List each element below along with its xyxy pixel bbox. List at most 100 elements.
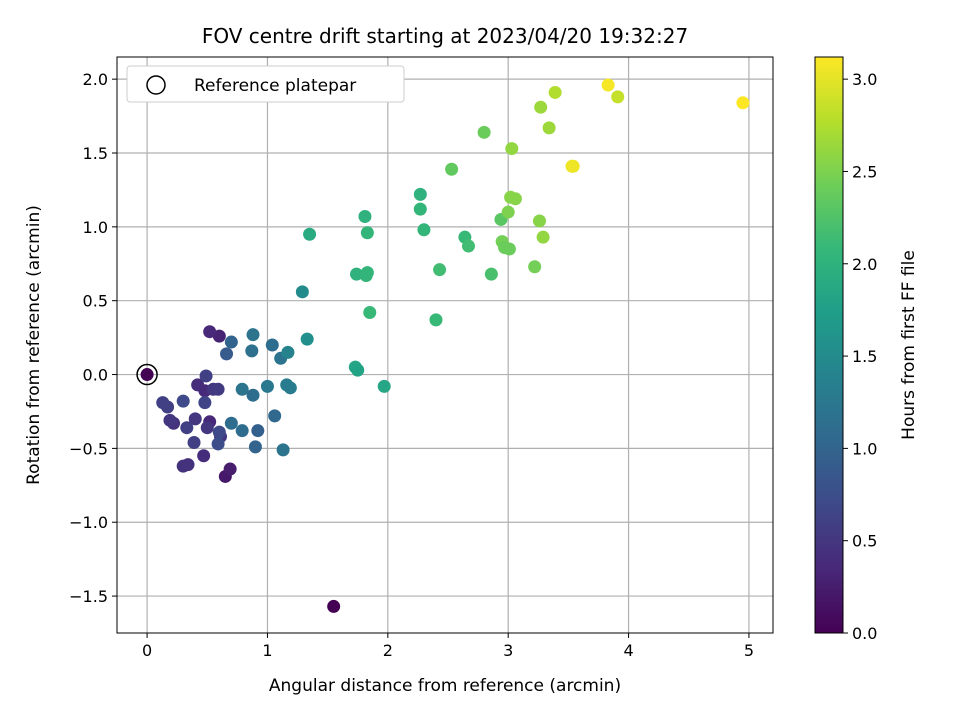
data-point	[433, 263, 447, 277]
data-point	[220, 347, 234, 361]
data-point	[534, 100, 548, 114]
data-point	[542, 121, 556, 135]
data-point	[212, 425, 226, 439]
data-point	[198, 396, 212, 410]
data-point	[528, 260, 542, 274]
colorbar-tick-label: 1.0	[852, 439, 877, 458]
colorbar-tick-label: 2.5	[852, 162, 877, 181]
data-point	[176, 394, 190, 408]
data-point	[532, 214, 546, 228]
data-point	[260, 379, 274, 393]
data-point	[245, 344, 259, 358]
data-point	[203, 325, 217, 339]
data-point	[211, 382, 225, 396]
y-tick-label: 1.0	[83, 218, 108, 237]
data-point	[505, 142, 519, 156]
data-point	[283, 381, 297, 395]
data-point	[413, 187, 427, 201]
data-point	[187, 435, 201, 449]
data-point	[417, 223, 431, 237]
x-tick-label: 5	[744, 641, 754, 660]
data-point	[508, 192, 522, 206]
data-point	[501, 205, 515, 219]
legend-label: Reference platepar	[194, 76, 356, 96]
data-point	[295, 285, 309, 299]
data-point	[736, 96, 750, 110]
y-tick-label: 0.0	[83, 366, 108, 385]
x-tick-label: 3	[503, 641, 513, 660]
data-point	[251, 424, 265, 438]
data-point	[161, 400, 175, 414]
reference-point-marker	[136, 363, 158, 386]
data-point	[276, 443, 290, 457]
legend-marker-icon	[146, 75, 166, 95]
data-point	[235, 424, 249, 438]
plot-frame	[116, 56, 774, 634]
data-point	[180, 421, 194, 435]
data-point	[248, 440, 262, 454]
legend: Reference platepar	[126, 65, 405, 103]
data-point	[548, 85, 562, 99]
legend-box	[126, 65, 405, 103]
data-point	[223, 462, 237, 476]
data-point	[360, 226, 374, 240]
data-point	[350, 267, 364, 281]
data-point	[300, 332, 314, 346]
colorbar: 0.0 0.5 1.0 1.5 2.0 2.5 3.0 Hours from first F…	[814, 56, 919, 643]
y-tick-label: −1.0	[69, 513, 108, 532]
chart-title: FOV centre drift starting at 2023/04/20 …	[202, 24, 688, 48]
data-point	[246, 328, 260, 342]
y-axis-ticks: −1.5 −1.0 −0.5 0.0 0.5 1.0 1.5 2.0	[69, 70, 117, 606]
x-tick-label: 4	[623, 641, 633, 660]
data-point	[163, 413, 177, 427]
data-point	[461, 239, 475, 253]
colorbar-tick-label: 0.5	[852, 532, 877, 551]
y-tick-label: −0.5	[69, 439, 108, 458]
y-tick-label: 1.5	[83, 144, 108, 163]
data-point	[235, 382, 249, 396]
data-point	[363, 306, 377, 320]
data-point	[224, 416, 238, 430]
data-point	[224, 335, 238, 349]
colorbar-label: Hours from first FF file	[899, 250, 919, 440]
y-tick-label: 0.5	[83, 292, 108, 311]
data-point	[303, 227, 317, 241]
data-point	[601, 78, 615, 92]
reference-marker	[136, 363, 158, 386]
x-axis-label: Angular distance from reference (arcmin)	[269, 676, 621, 696]
data-point	[413, 202, 427, 216]
data-point	[360, 266, 374, 280]
x-axis-ticks: 0 1 2 3 4 5	[142, 633, 754, 660]
x-tick-label: 0	[142, 641, 152, 660]
data-point	[268, 409, 282, 423]
data-point	[445, 162, 459, 176]
data-point	[265, 338, 279, 352]
y-tick-label: 2.0	[83, 70, 108, 89]
data-point	[611, 90, 625, 104]
data-point	[327, 599, 341, 613]
colorbar-gradient	[814, 56, 844, 634]
colorbar-tick-label: 2.0	[852, 255, 877, 274]
data-point	[536, 230, 550, 244]
x-tick-label: 2	[383, 641, 393, 660]
y-tick-label: −1.5	[69, 587, 108, 606]
y-axis-label: Rotation from reference (arcmin)	[24, 205, 44, 485]
data-point	[281, 345, 295, 359]
data-point	[477, 125, 491, 139]
data-points	[140, 78, 750, 613]
data-point	[197, 449, 211, 463]
data-point	[377, 379, 391, 393]
data-point	[429, 313, 443, 327]
colorbar-tick-label: 3.0	[852, 70, 877, 89]
colorbar-ticks: 0.0 0.5 1.0 1.5 2.0 2.5 3.0	[843, 70, 877, 643]
data-point	[502, 242, 516, 256]
x-tick-label: 1	[262, 641, 272, 660]
colorbar-tick-label: 1.5	[852, 347, 877, 366]
data-point	[188, 412, 202, 426]
colorbar-tick-label: 0.0	[852, 624, 877, 643]
data-point	[566, 159, 580, 173]
data-point	[351, 363, 365, 377]
data-point	[199, 369, 213, 383]
data-point	[200, 421, 214, 435]
